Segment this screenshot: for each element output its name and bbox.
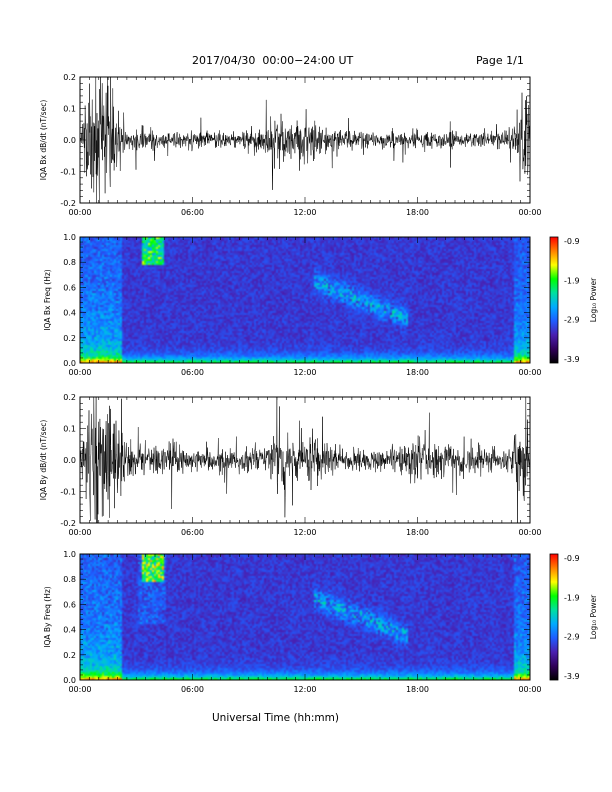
bx-spectrogram-image — [80, 237, 530, 363]
x-tick-label: 00:00 — [68, 208, 91, 217]
bx-colorbar-label: Log₁₀ Power — [589, 277, 598, 322]
colorbar-tick-label: -0.9 — [564, 554, 580, 563]
y-tick-label: 0.2 — [63, 393, 76, 402]
x-tick-label: 00:00 — [68, 685, 91, 694]
y-tick-label: 0.2 — [63, 334, 76, 343]
x-tick-label: 06:00 — [181, 685, 204, 694]
x-tick-label: 06:00 — [181, 528, 204, 537]
x-tick-label: 06:00 — [181, 208, 204, 217]
colorbar-tick-label: -2.9 — [564, 633, 580, 642]
colorbar-tick-label: -1.9 — [564, 593, 580, 602]
y-tick-label: 0.0 — [63, 136, 76, 145]
by-freq-ylabel: IQA By Freq (Hz) — [43, 586, 52, 648]
y-tick-label: 0.1 — [63, 425, 76, 434]
y-tick-label: 1.0 — [63, 550, 76, 559]
y-tick-label: 0.8 — [63, 575, 76, 584]
colorbar-tick-label: -2.9 — [564, 316, 580, 325]
y-tick-label: 0.6 — [63, 283, 76, 292]
x-tick-label: 00:00 — [518, 368, 541, 377]
y-tick-label: 0.8 — [63, 258, 76, 267]
x-tick-label: 18:00 — [406, 528, 429, 537]
page-indicator: Page 1/1 — [476, 54, 524, 67]
x-tick-label: 06:00 — [181, 368, 204, 377]
colorbar-tick-label: -3.9 — [564, 672, 580, 681]
y-tick-label: 0.0 — [63, 676, 76, 685]
bx-dbdt-ylabel: IQA Bx dB/dt (nT/sec) — [39, 100, 48, 181]
panel-bx-spectrogram: 00:00 06:00 12:00 18:00 00:000.00.20.40.60.8… — [43, 233, 598, 377]
x-tick-label: 12:00 — [293, 528, 316, 537]
y-tick-label: 0.4 — [63, 626, 76, 635]
y-tick-label: 0.0 — [63, 456, 76, 465]
colorbar-tick-label: -0.9 — [564, 237, 580, 246]
figure-title: 2017/04/30 00:00−24:00 UT — [192, 54, 354, 67]
x-tick-label: 18:00 — [406, 208, 429, 217]
x-tick-label: 12:00 — [293, 368, 316, 377]
y-tick-label: -0.2 — [60, 519, 76, 528]
by-spectrogram-image — [80, 554, 530, 680]
x-tick-label: 18:00 — [406, 368, 429, 377]
panel-bx-dbdt: 00:00 06:00 12:00 18:00 00:00-0.2-0.10.00.10… — [39, 73, 542, 217]
x-tick-label: 18:00 — [406, 685, 429, 694]
x-tick-label: 00:00 — [518, 208, 541, 217]
y-tick-label: 0.2 — [63, 73, 76, 82]
colorbar-tick-label: -3.9 — [564, 355, 580, 364]
by-colorbar — [549, 553, 559, 681]
by-colorbar-label: Log₁₀ Power — [589, 594, 598, 639]
panel-by-spectrogram: 00:00 06:00 12:00 18:00 00:000.00.20.40.60.8… — [43, 550, 598, 694]
y-tick-label: -0.2 — [60, 199, 76, 208]
x-tick-label: 00:00 — [68, 368, 91, 377]
x-axis-title: Universal Time (hh:mm) — [212, 712, 339, 724]
x-tick-label: 00:00 — [518, 685, 541, 694]
panel-by-dbdt: 00:00 06:00 12:00 18:00 00:00-0.2-0.10.00.10… — [39, 393, 542, 537]
dbdt-series-line — [79, 396, 531, 524]
by-dbdt-trace — [79, 396, 531, 524]
y-tick-label: 0.6 — [63, 600, 76, 609]
y-tick-label: -0.1 — [60, 488, 76, 497]
x-tick-label: 12:00 — [293, 208, 316, 217]
bx-colorbar — [549, 236, 559, 364]
y-tick-label: 1.0 — [63, 233, 76, 242]
x-tick-label: 12:00 — [293, 685, 316, 694]
y-tick-label: 0.1 — [63, 105, 76, 114]
y-tick-label: 0.0 — [63, 359, 76, 368]
x-tick-label: 00:00 — [518, 528, 541, 537]
y-tick-label: 0.4 — [63, 309, 76, 318]
dbdt-series-line — [79, 76, 531, 204]
y-tick-label: -0.1 — [60, 168, 76, 177]
by-dbdt-ylabel: IQA By dB/dt (nT/sec) — [39, 420, 48, 501]
x-tick-label: 00:00 — [68, 528, 91, 537]
bx-dbdt-trace — [79, 76, 531, 204]
colorbar-tick-label: -1.9 — [564, 276, 580, 285]
bx-freq-ylabel: IQA Bx Freq (Hz) — [43, 269, 52, 331]
y-tick-label: 0.2 — [63, 651, 76, 660]
